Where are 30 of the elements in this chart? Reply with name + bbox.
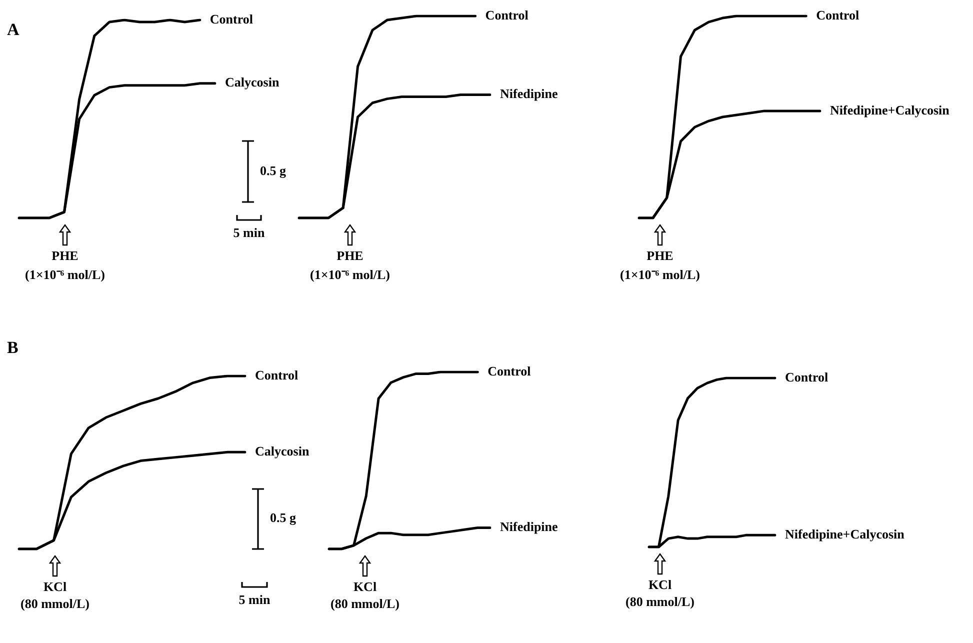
series-label: Control (210, 11, 254, 26)
series-label: Control (785, 369, 828, 384)
text: 5 min (233, 225, 265, 241)
series-label: Nifedipine+Calycosin (785, 526, 906, 542)
text: (1×10⁻⁶ mol/L) (310, 266, 390, 283)
series-label: Calycosin (255, 443, 310, 458)
text: (1×10⁻⁶ mol/L) (25, 266, 105, 283)
series-label: Control (255, 367, 298, 382)
text: (80 mmol/L) (330, 596, 400, 612)
chart-title: A (7, 20, 20, 40)
series-label: Nifedipine (500, 519, 558, 534)
series-label: Nifedipine (500, 86, 558, 102)
text: (1×10⁻⁶ mol/L) (620, 266, 700, 283)
series-label: Control (488, 363, 532, 378)
series-label: Calycosin (225, 74, 280, 90)
text: 0.5 g (260, 162, 286, 178)
text: (80 mmol/L) (626, 594, 694, 610)
series-label: Control (485, 7, 529, 22)
series-label: Control (816, 7, 860, 22)
text: 0.5 g (270, 510, 296, 526)
text: KCl (353, 579, 377, 595)
text: PHE (336, 248, 364, 264)
text: (80 mmol/L) (20, 596, 90, 612)
text: 5 min (238, 592, 270, 608)
text: KCl (43, 579, 67, 595)
text: PHE (52, 248, 78, 264)
chart-title: B (7, 338, 18, 358)
series-label: Nifedipine+Calycosin (830, 102, 950, 118)
text: PHE (646, 248, 674, 264)
text: KCl (648, 577, 672, 593)
